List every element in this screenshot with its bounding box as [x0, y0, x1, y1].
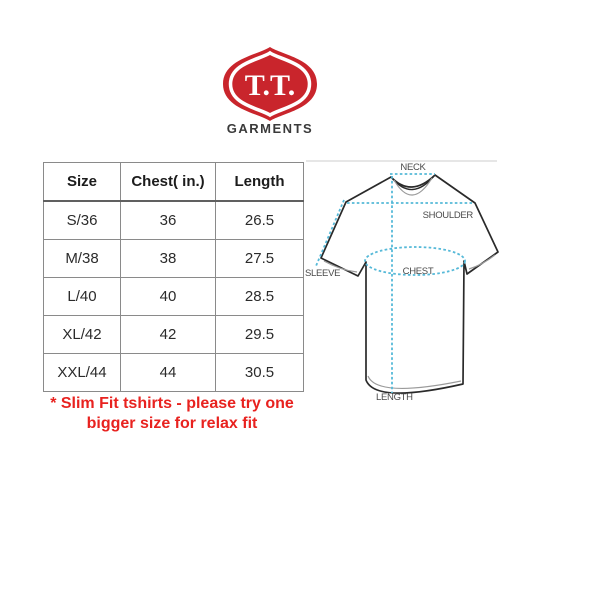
tt-garments-logo-icon: T.T. [223, 47, 317, 121]
cell-size: S/36 [43, 200, 121, 240]
bottom-hem-line [367, 375, 462, 389]
cell-length: 26.5 [215, 200, 304, 240]
shoulder-label: SHOULDER [423, 210, 474, 221]
fit-note: * Slim Fit tshirts - please try one bigg… [38, 394, 306, 434]
table-header-row: Size Chest( in.) Length [43, 162, 304, 202]
table-row: M/38 38 27.5 [43, 239, 304, 278]
fit-note-line1: * Slim Fit tshirts - please try one [50, 395, 294, 412]
fit-note-line2: bigger size for relax fit [86, 415, 258, 432]
cell-chest: 38 [120, 239, 216, 278]
sleeve-measure-line [315, 199, 345, 267]
cell-length: 27.5 [215, 239, 304, 278]
tshirt-outline [320, 174, 499, 394]
cell-size: XXL/44 [43, 353, 121, 392]
cell-chest: 44 [120, 353, 216, 392]
col-header-chest: Chest( in.) [120, 162, 216, 202]
table-row: L/40 40 28.5 [43, 277, 304, 316]
left-cuff-hem-line [323, 260, 358, 273]
col-header-length: Length [215, 162, 304, 202]
chest-measure-ellipse [364, 246, 466, 276]
cell-length: 28.5 [215, 277, 304, 316]
cell-chest: 42 [120, 315, 216, 354]
brand-name: GARMENTS [226, 121, 314, 136]
logo-monogram: T.T. [245, 69, 296, 102]
right-cuff-hem-line [468, 254, 496, 270]
neck-label: NECK [400, 162, 426, 173]
length-label: LENGTH [376, 392, 413, 403]
collar-inner-line [393, 177, 433, 196]
cell-length: 30.5 [215, 353, 304, 392]
tshirt-measurement-diagram: NECK SHOULDER CHEST SLEEVE LENGTH [305, 160, 499, 403]
table-row: XXL/44 44 30.5 [43, 353, 304, 392]
cell-chest: 36 [120, 200, 216, 240]
col-header-size: Size [43, 162, 121, 202]
cell-length: 29.5 [215, 315, 304, 354]
sleeve-label: SLEEVE [305, 268, 340, 279]
table-row: XL/42 42 29.5 [43, 315, 304, 354]
size-chart-table: Size Chest( in.) Length S/36 36 26.5 M/3… [43, 162, 304, 392]
chest-label: CHEST [403, 266, 434, 277]
cell-size: XL/42 [43, 315, 121, 354]
cell-size: M/38 [43, 239, 121, 278]
table-row: S/36 36 26.5 [43, 200, 304, 240]
cell-chest: 40 [120, 277, 216, 316]
cell-size: L/40 [43, 277, 121, 316]
